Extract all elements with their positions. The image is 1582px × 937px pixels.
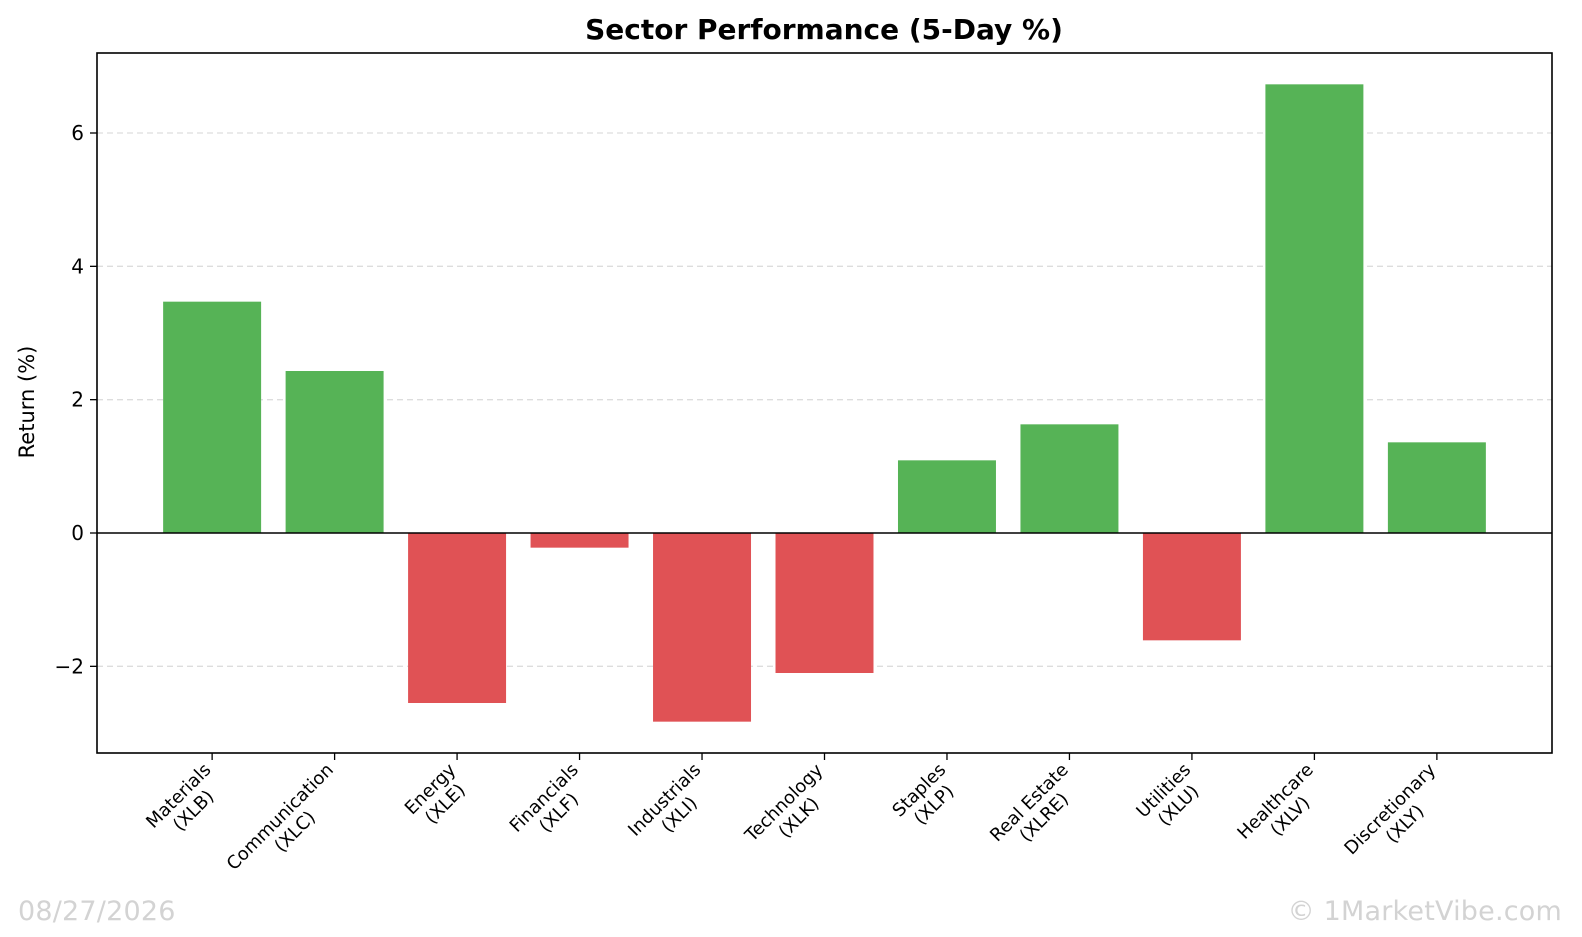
x-tick-label-text: Communication(XLC) [223,759,353,889]
x-tick-label: Real Estate(XLRE) [986,759,1087,860]
x-tick-label-text: Technology(XLK) [740,760,842,862]
bar [775,533,874,673]
bar [285,371,384,533]
x-tick-label-text: Financials(XLF) [506,759,598,851]
bar [897,460,996,533]
x-tick-label-text: Materials(XLB) [142,759,230,847]
chart-title: Sector Performance (5-Day %) [585,13,1063,46]
y-tick-label: 0 [71,521,84,545]
x-tick-label-text: Healthcare(XLV) [1233,759,1332,858]
bar [1020,424,1119,533]
y-tick-label: 6 [71,121,84,145]
x-tick-label-text: Staples(XLP) [888,759,965,836]
bar [408,533,507,703]
y-tick-label: 4 [71,254,84,278]
y-axis-label: Return (%) [15,346,39,459]
x-tick-label: Utilities(XLU) [1132,759,1210,837]
bar [1387,442,1486,533]
bar [653,533,752,722]
x-tick-label: Staples(XLP) [888,759,965,836]
x-tick-label-text: Real Estate(XLRE) [986,759,1087,860]
x-tick-label-text: Utilities(XLU) [1132,759,1210,837]
y-tick-label: −2 [55,654,84,678]
x-tick-label: Technology(XLK) [740,760,842,862]
x-tick-label: Discretionary(XLY) [1340,759,1455,874]
x-tick-label-text: Energy(XLE) [401,759,476,834]
bar [1265,84,1364,533]
x-tick-label: Communication(XLC) [223,759,353,889]
x-tick-label: Materials(XLB) [142,759,230,847]
x-tick-label: Industrials(XLI) [624,759,720,855]
footer-copyright: © 1MarketVibe.com [1287,896,1562,927]
x-tick-label: Healthcare(XLV) [1233,759,1332,858]
bars [163,84,1486,722]
x-tick-label: Energy(XLE) [401,759,476,834]
x-tick-label: Financials(XLF) [506,759,598,851]
y-tick-label: 2 [71,388,84,412]
bar [530,533,629,548]
bar [163,301,262,533]
x-ticks: Materials(XLB) Communication(XLC) Energy(X… [142,753,1455,889]
x-tick-label-text: Industrials(XLI) [624,759,720,855]
bar [1142,533,1241,641]
footer-date: 08/27/2026 [18,896,176,927]
x-tick-label-text: Discretionary(XLY) [1340,759,1455,874]
y-ticks: −2 0 2 4 6 [55,121,97,678]
